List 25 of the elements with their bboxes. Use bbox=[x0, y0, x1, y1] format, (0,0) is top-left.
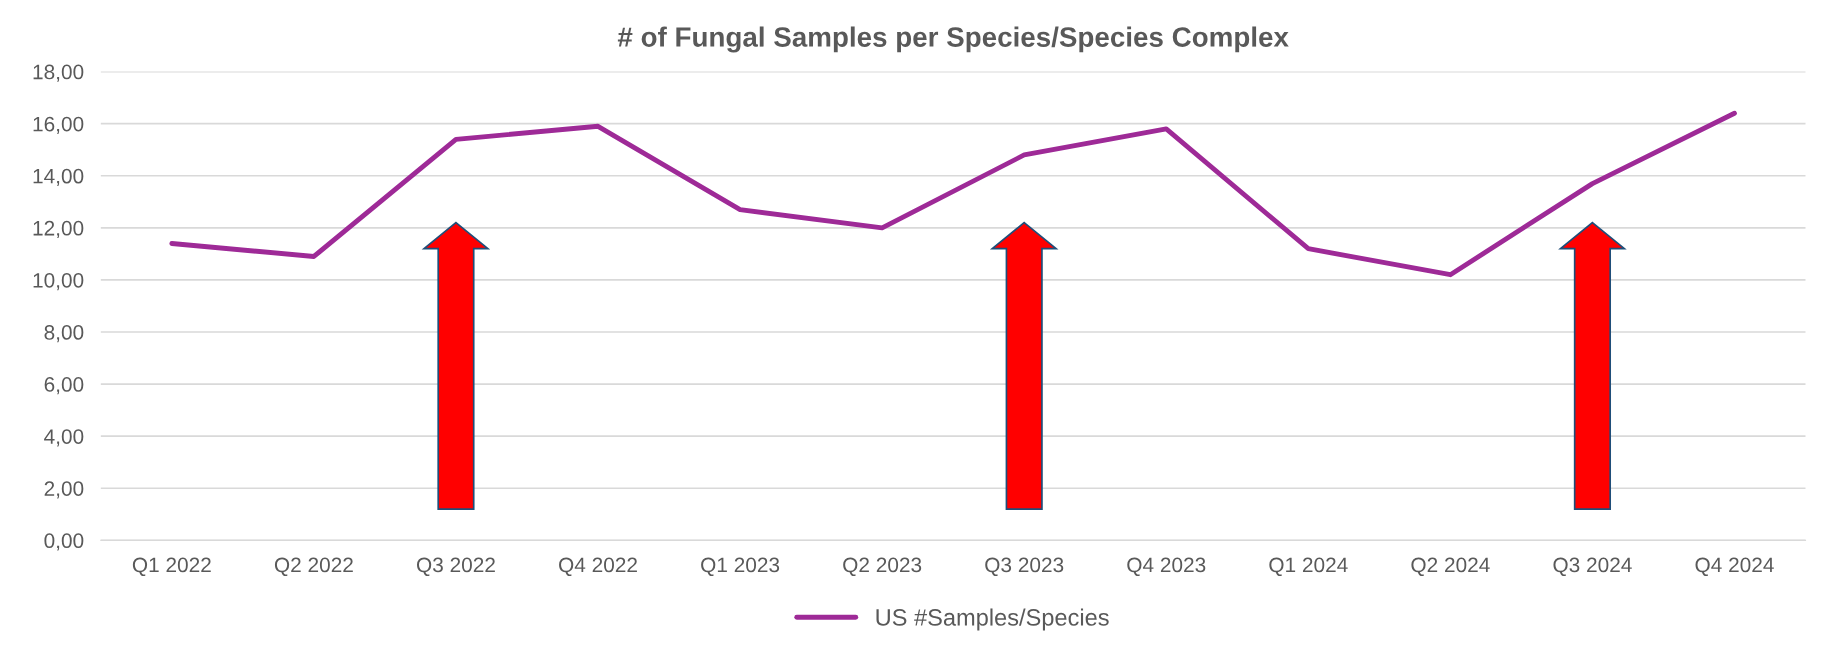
x-tick-label: Q4 2023 bbox=[1127, 557, 1206, 577]
y-tick-label: 10,00 bbox=[33, 272, 84, 291]
y-tick-label: 0,00 bbox=[44, 533, 84, 551]
x-tick-label: Q4 2024 bbox=[1695, 557, 1774, 577]
y-tick-label: 18,00 bbox=[33, 64, 84, 82]
y-tick-label: 4,00 bbox=[44, 429, 84, 447]
x-tick-label: Q2 2024 bbox=[1411, 557, 1490, 577]
x-tick-label: Q1 2024 bbox=[1269, 557, 1348, 577]
x-tick-label: Q3 2024 bbox=[1553, 557, 1632, 577]
y-tick-label: 8,00 bbox=[44, 325, 84, 343]
chart-title: # of Fungal Samples per Species/Species Complex bbox=[617, 26, 1289, 53]
line-series bbox=[169, 110, 1737, 278]
x-tick-label: Q4 2022 bbox=[559, 557, 637, 577]
y-tick-label: 6,00 bbox=[44, 377, 84, 395]
x-tick-label: Q2 2022 bbox=[274, 557, 353, 577]
x-tick-label: Q3 2022 bbox=[416, 557, 495, 577]
x-tick-label: Q2 2023 bbox=[843, 557, 922, 577]
x-tick-label: Q3 2023 bbox=[985, 557, 1064, 577]
y-tick-label: 12,00 bbox=[33, 220, 84, 239]
y-tick-label: 16,00 bbox=[33, 116, 84, 134]
x-tick-label: Q1 2023 bbox=[701, 557, 780, 577]
x-tick-label: Q1 2022 bbox=[132, 557, 211, 577]
y-tick-label: 14,00 bbox=[33, 168, 84, 186]
legend-label: US #Samples/Species bbox=[876, 608, 1109, 631]
y-tick-label: 2,00 bbox=[44, 481, 84, 499]
